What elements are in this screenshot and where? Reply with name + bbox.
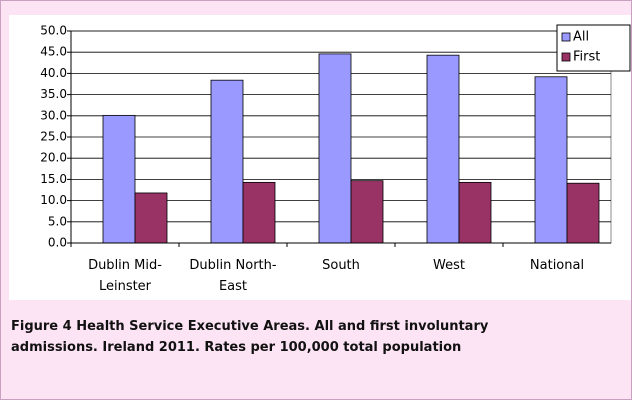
y-tick-label: 15.0: [40, 172, 67, 186]
y-tick-label: 35.0: [40, 87, 67, 101]
bar: [134, 192, 168, 244]
y-tick-label: 20.0: [40, 151, 67, 165]
x-tick-label: National: [529, 258, 585, 273]
bar: [426, 54, 460, 244]
bar: [242, 181, 276, 244]
legend-swatch: [561, 32, 571, 42]
y-tick-label: 45.0: [40, 45, 67, 59]
x-tick-label: South: [322, 258, 360, 273]
legend-label: First: [573, 50, 600, 65]
bar: [210, 79, 244, 244]
y-tick-label: 30.0: [40, 108, 67, 122]
legend-swatch: [561, 52, 571, 62]
y-tick-label: 10.0: [40, 193, 67, 207]
x-tick-label: Dublin Mid-Leinster: [88, 258, 162, 294]
bar: [458, 181, 492, 244]
bar: [318, 53, 352, 244]
legend-label: All: [573, 30, 589, 45]
y-tick-label: 25.0: [40, 130, 67, 144]
y-tick-label: 40.0: [40, 66, 67, 80]
chart: 0.0 5.0 10.0 15.0 20.0 25.0 30.0 35.0 40.0 45.0 50…: [9, 15, 631, 300]
bar: [102, 114, 136, 244]
y-tick-label: 0.0: [48, 236, 67, 250]
y-tick-label: 50.0: [40, 24, 67, 38]
bar: [534, 76, 568, 244]
y-tick-label: 5.0: [48, 214, 67, 228]
caption: Figure 4 Health Service Executive Areas.…: [11, 319, 489, 355]
x-tick-label: West: [433, 258, 465, 273]
bar: [566, 182, 600, 244]
x-tick-label: Dublin North-East: [189, 258, 277, 294]
bar: [350, 180, 384, 244]
